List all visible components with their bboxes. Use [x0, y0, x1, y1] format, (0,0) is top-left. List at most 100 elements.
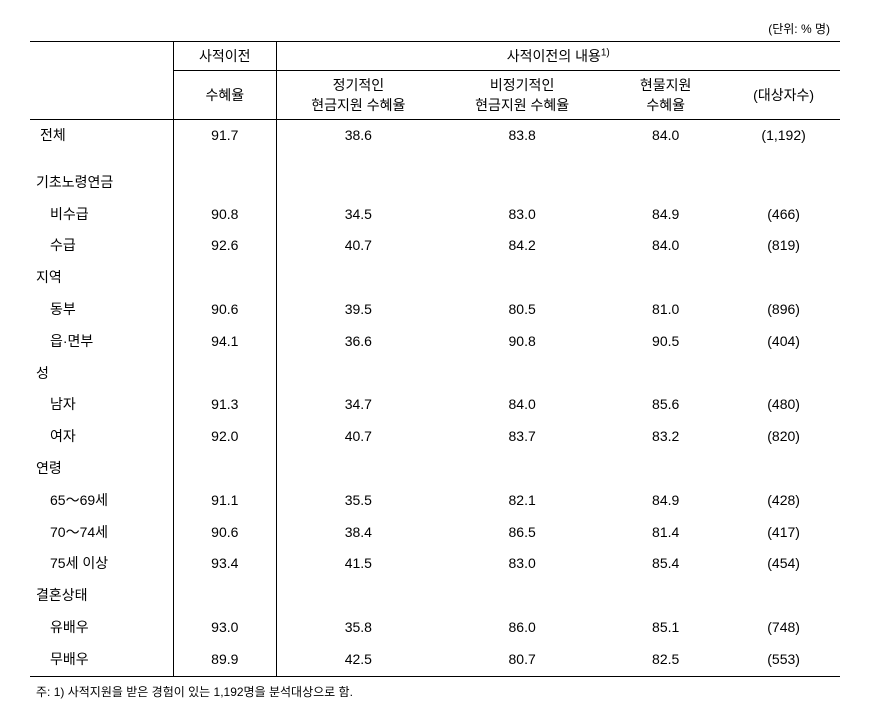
- cell-value: (454): [727, 548, 840, 580]
- cell-value: 82.1: [440, 485, 604, 517]
- row-label: 남자: [30, 389, 174, 421]
- row-label: 결혼상태: [30, 580, 174, 612]
- footnote: 주: 1) 사적지원을 받은 경험이 있는 1,192명을 분석대상으로 함.: [30, 683, 840, 700]
- cell-value: 91.7: [174, 120, 277, 152]
- cell-value: 86.0: [440, 612, 604, 644]
- cell-value: 90.6: [174, 294, 277, 326]
- cell-value: 34.7: [276, 389, 440, 421]
- header-group2: 사적이전의 내용1): [276, 42, 840, 71]
- header-col4: 현물지원수혜율: [604, 71, 727, 120]
- row-label: 70～74세: [30, 517, 174, 549]
- cell-value: 83.8: [440, 120, 604, 152]
- header-blank: [30, 42, 174, 120]
- table-row: 읍·면부94.136.690.890.5(404): [30, 326, 840, 358]
- table-body: 전체91.738.683.884.0(1,192) 기초노령연금비수급90.83…: [30, 120, 840, 677]
- table-row: 연령: [30, 453, 840, 485]
- cell-value: 90.8: [440, 326, 604, 358]
- row-label: 성: [30, 358, 174, 390]
- cell-value: (748): [727, 612, 840, 644]
- row-label: 읍·면부: [30, 326, 174, 358]
- cell-value: 91.3: [174, 389, 277, 421]
- cell-value: 91.1: [174, 485, 277, 517]
- cell-value: 90.8: [174, 199, 277, 231]
- table-row: 75세 이상93.441.583.085.4(454): [30, 548, 840, 580]
- header-col1: 수혜율: [174, 71, 277, 120]
- cell-value: 80.7: [440, 644, 604, 676]
- row-label: 65～69세: [30, 485, 174, 517]
- cell-value: (466): [727, 199, 840, 231]
- cell-value: 84.0: [440, 389, 604, 421]
- cell-value: (819): [727, 230, 840, 262]
- cell-value: 81.0: [604, 294, 727, 326]
- cell-value: 41.5: [276, 548, 440, 580]
- cell-value: 84.0: [604, 230, 727, 262]
- data-table: 사적이전 사적이전의 내용1) 수혜율 정기적인현금지원 수혜율 비정기적인현금…: [30, 41, 840, 677]
- unit-label: (단위: % 명): [30, 20, 840, 37]
- cell-value: 84.9: [604, 199, 727, 231]
- cell-value: 39.5: [276, 294, 440, 326]
- cell-value: 85.4: [604, 548, 727, 580]
- row-label: 연령: [30, 453, 174, 485]
- cell-value: 89.9: [174, 644, 277, 676]
- cell-value: 93.4: [174, 548, 277, 580]
- table-row: 결혼상태: [30, 580, 840, 612]
- cell-value: 93.0: [174, 612, 277, 644]
- cell-value: 86.5: [440, 517, 604, 549]
- row-label: 전체: [30, 120, 174, 152]
- cell-value: 80.5: [440, 294, 604, 326]
- cell-value: 83.0: [440, 199, 604, 231]
- table-row: 기초노령연금: [30, 167, 840, 199]
- cell-value: 83.0: [440, 548, 604, 580]
- cell-value: 82.5: [604, 644, 727, 676]
- cell-value: 40.7: [276, 230, 440, 262]
- cell-value: 35.8: [276, 612, 440, 644]
- table-row: 지역: [30, 262, 840, 294]
- cell-value: 40.7: [276, 421, 440, 453]
- cell-value: (417): [727, 517, 840, 549]
- table-row: 65～69세91.135.582.184.9(428): [30, 485, 840, 517]
- table-row: 유배우93.035.886.085.1(748): [30, 612, 840, 644]
- cell-value: 84.9: [604, 485, 727, 517]
- table-row: 수급92.640.784.284.0(819): [30, 230, 840, 262]
- cell-value: 38.4: [276, 517, 440, 549]
- cell-value: 83.7: [440, 421, 604, 453]
- table-row: 비수급90.834.583.084.9(466): [30, 199, 840, 231]
- cell-value: (1,192): [727, 120, 840, 152]
- row-label: 75세 이상: [30, 548, 174, 580]
- cell-value: 92.0: [174, 421, 277, 453]
- table-row: 동부90.639.580.581.0(896): [30, 294, 840, 326]
- row-label: 유배우: [30, 612, 174, 644]
- table-row: 여자92.040.783.783.2(820): [30, 421, 840, 453]
- cell-value: 90.6: [174, 517, 277, 549]
- cell-value: 85.6: [604, 389, 727, 421]
- cell-value: 83.2: [604, 421, 727, 453]
- row-label: 동부: [30, 294, 174, 326]
- row-label: 여자: [30, 421, 174, 453]
- cell-value: 34.5: [276, 199, 440, 231]
- row-label: 무배우: [30, 644, 174, 676]
- table-row: 전체91.738.683.884.0(1,192): [30, 120, 840, 152]
- cell-value: (896): [727, 294, 840, 326]
- cell-value: 90.5: [604, 326, 727, 358]
- cell-value: 42.5: [276, 644, 440, 676]
- header-col2: 정기적인현금지원 수혜율: [276, 71, 440, 120]
- header-col5: (대상자수): [727, 71, 840, 120]
- cell-value: (428): [727, 485, 840, 517]
- cell-value: (480): [727, 389, 840, 421]
- cell-value: 35.5: [276, 485, 440, 517]
- cell-value: 84.2: [440, 230, 604, 262]
- cell-value: 84.0: [604, 120, 727, 152]
- header-col3: 비정기적인현금지원 수혜율: [440, 71, 604, 120]
- cell-value: 36.6: [276, 326, 440, 358]
- cell-value: 85.1: [604, 612, 727, 644]
- row-label: 수급: [30, 230, 174, 262]
- header-group1: 사적이전: [174, 42, 277, 71]
- cell-value: (820): [727, 421, 840, 453]
- cell-value: 81.4: [604, 517, 727, 549]
- row-label: 비수급: [30, 199, 174, 231]
- table-row: 무배우89.942.580.782.5(553): [30, 644, 840, 676]
- table-row: 남자91.334.784.085.6(480): [30, 389, 840, 421]
- table-row: 성: [30, 358, 840, 390]
- cell-value: 38.6: [276, 120, 440, 152]
- cell-value: (553): [727, 644, 840, 676]
